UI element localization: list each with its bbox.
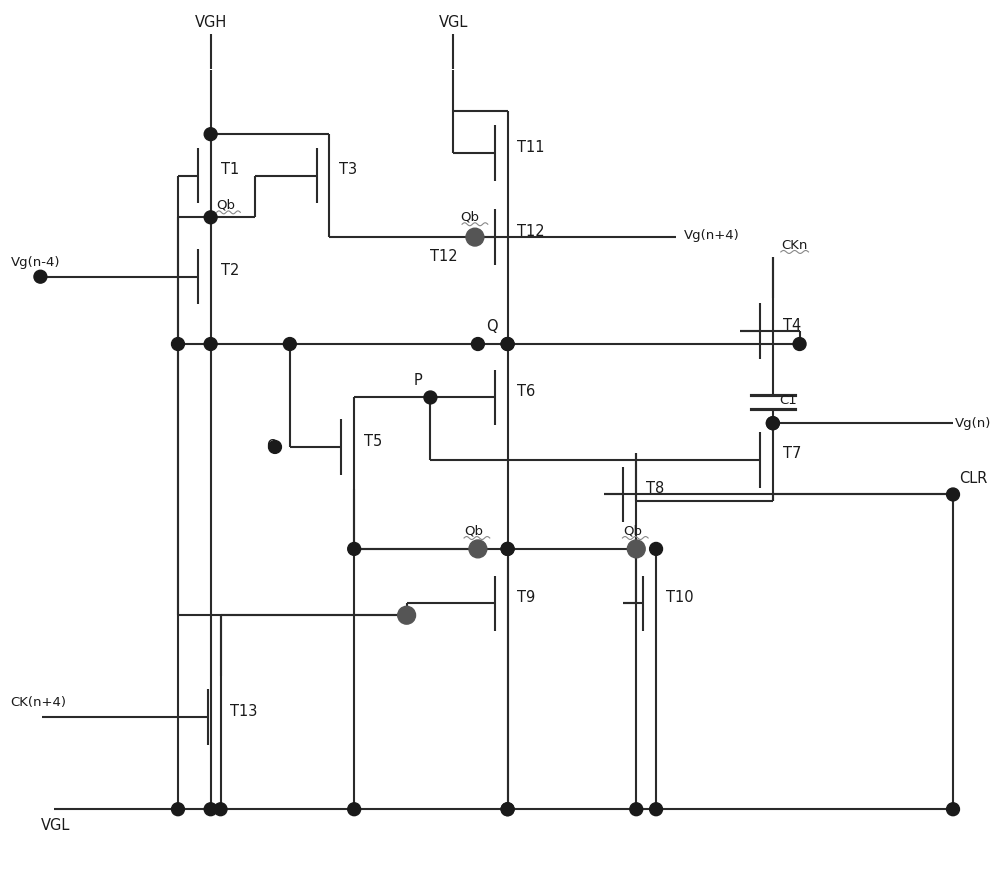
Circle shape [269,441,281,453]
Text: T13: T13 [230,704,258,719]
Text: Q: Q [486,319,497,334]
Text: T5: T5 [364,434,382,449]
Text: T8: T8 [646,481,664,496]
Circle shape [501,543,514,556]
Circle shape [204,211,217,224]
Circle shape [424,391,437,404]
Text: T12: T12 [517,224,545,239]
Circle shape [204,337,217,350]
Text: P: P [414,373,422,389]
Circle shape [627,540,645,558]
Circle shape [34,270,47,283]
Circle shape [766,417,779,429]
Circle shape [630,803,643,816]
Text: T3: T3 [339,162,357,177]
Text: Qb: Qb [464,525,483,537]
Circle shape [501,803,514,816]
Circle shape [501,337,514,350]
Circle shape [501,337,514,350]
Text: Vg(n): Vg(n) [955,417,991,430]
Circle shape [348,803,361,816]
Text: T2: T2 [221,263,239,278]
Circle shape [466,228,484,246]
Text: Q: Q [266,440,278,455]
Circle shape [348,543,361,556]
Text: T9: T9 [517,590,536,605]
Text: VGL: VGL [40,818,70,833]
Circle shape [172,803,184,816]
Text: CKn: CKn [781,239,807,251]
Text: T7: T7 [783,446,801,461]
Circle shape [947,803,959,816]
Text: T1: T1 [221,162,239,177]
Text: Qb: Qb [460,211,479,224]
Circle shape [947,488,959,501]
Text: VGH: VGH [195,15,227,30]
Circle shape [204,803,217,816]
Circle shape [398,606,416,624]
Text: T4: T4 [783,318,801,333]
Text: CLR: CLR [959,471,987,486]
Circle shape [469,540,487,558]
Text: Vg(n-4): Vg(n-4) [11,257,60,269]
Circle shape [204,127,217,141]
Text: Vg(n+4): Vg(n+4) [684,228,740,242]
Circle shape [650,803,662,816]
Text: T11: T11 [517,140,545,155]
Text: Qb: Qb [217,199,236,212]
Text: T12: T12 [430,250,458,265]
Circle shape [471,337,484,350]
Circle shape [283,337,296,350]
Circle shape [214,803,227,816]
Circle shape [766,417,779,429]
Text: Qb: Qb [623,525,642,537]
Text: VGL: VGL [438,15,468,30]
Text: CK(n+4): CK(n+4) [11,696,67,709]
Circle shape [793,337,806,350]
Circle shape [650,543,662,556]
Circle shape [172,337,184,350]
Text: T10: T10 [666,590,694,605]
Text: C1: C1 [779,394,797,407]
Circle shape [501,803,514,816]
Circle shape [501,543,514,556]
Text: T6: T6 [517,384,536,399]
